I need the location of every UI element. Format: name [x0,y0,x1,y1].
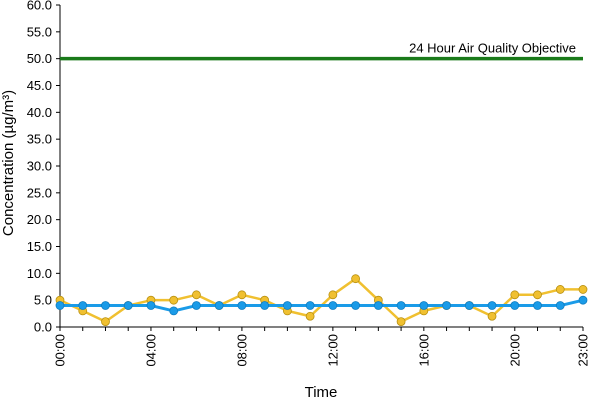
data-point [464,301,474,310]
y-tick-label: 45.0 [27,78,52,93]
data-point [55,301,65,310]
data-point [533,301,542,310]
y-tick-label: 50.0 [27,51,52,66]
x-tick-labels: 00:00 04:00 08:00 12:00 16:00 20:00 23:00 [53,334,591,367]
x-tick-label: 12:00 [325,334,340,367]
data-point [510,301,520,310]
data-point [442,301,451,310]
data-point [305,301,315,310]
data-point [237,301,247,310]
y-tick-label: 20.0 [27,212,52,227]
y-tick-label: 10.0 [27,266,52,281]
data-point [123,301,133,310]
data-point [351,301,361,310]
data-point [101,317,110,327]
data-point [192,290,201,300]
y-tick-label: 30.0 [27,159,52,174]
x-tick-label: 20:00 [507,334,522,367]
data-point [260,301,270,310]
data-point [169,306,179,316]
y-tick-labels: 0.0 5.0 10.0 15.0 20.0 25.0 30.0 35.0 40.0 45.0 50… [27,0,52,335]
y-tick-label: 25.0 [27,185,52,200]
series-line [59,277,583,323]
x-tick-label: 16:00 [416,334,431,367]
data-point [101,301,110,310]
y-tick-label: 40.0 [27,105,52,120]
x-tick-label: 00:00 [53,334,68,367]
reference-line-label: 24 Hour Air Quality Objective [409,41,576,56]
series-line [60,298,584,313]
y-tick-label: 0.0 [34,320,52,335]
y-tick-label: 5.0 [34,293,52,308]
data-point [282,301,292,310]
data-point [373,301,383,310]
data-point [487,311,497,321]
data-point [487,301,497,310]
y-tick-label: 60.0 [27,0,52,13]
data-point [396,301,406,310]
data-point [305,311,315,321]
y-axis-title: Concentration (µg/m³) [0,90,17,236]
x-axis-title: Time [305,384,338,400]
data-point [351,274,361,284]
data-point [169,295,179,305]
data-point [78,301,88,310]
x-tick-label: 08:00 [234,334,249,367]
x-tick-label: 04:00 [143,334,158,367]
y-tick-label: 35.0 [27,132,52,147]
data-point [510,290,520,300]
data-point [328,301,338,310]
data-point [214,301,224,310]
data-point [396,317,406,327]
data-point [419,301,429,310]
data-point [555,285,565,294]
data-point [578,285,588,294]
reference-line-group: 24 Hour Air Quality Objective [60,41,583,61]
y-tick-label: 15.0 [27,239,52,254]
data-point [578,295,588,305]
data-point [192,301,201,310]
series-layer [55,274,588,327]
chart-axes [56,4,584,331]
data-point [328,290,338,300]
series-0 [55,274,588,327]
data-point [555,301,565,310]
data-point [237,290,247,300]
data-point [533,290,542,300]
x-tick-label: 23:00 [576,334,591,367]
series-1 [55,295,588,316]
data-point [146,301,156,310]
y-tick-label: 55.0 [27,24,52,39]
